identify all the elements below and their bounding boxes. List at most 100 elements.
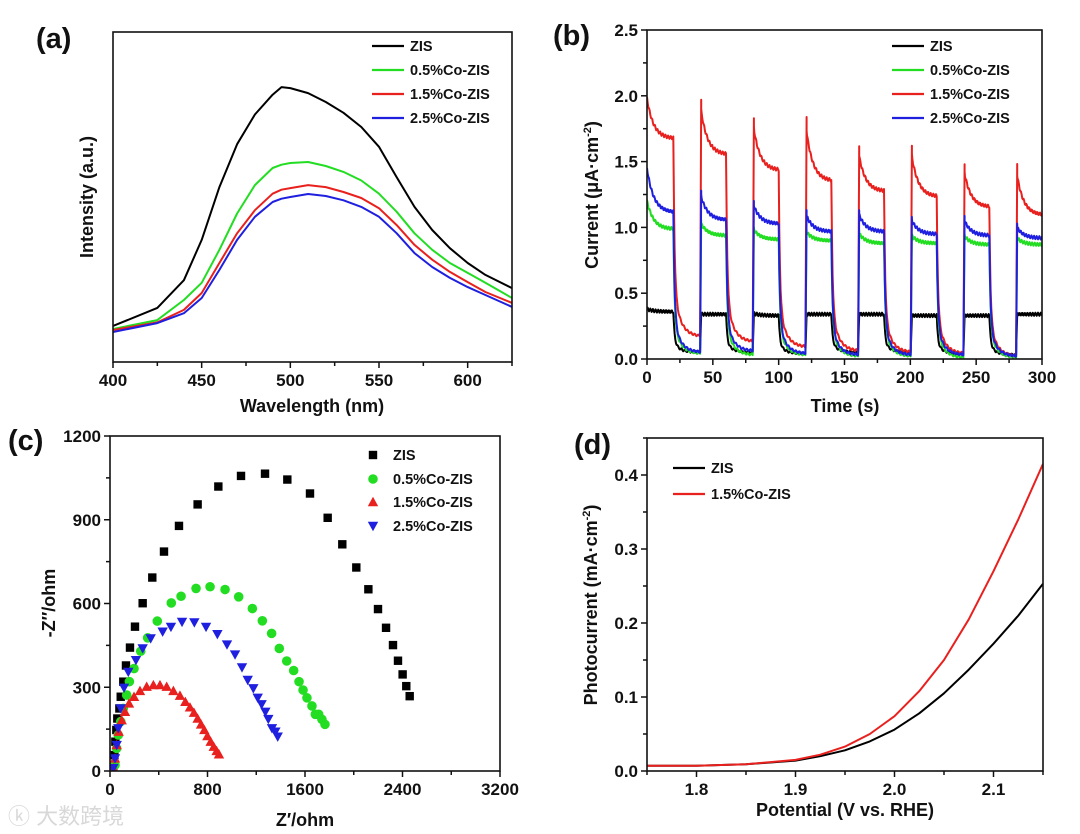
x-tick-label: 2.1 xyxy=(982,780,1006,799)
x-tick-label: 450 xyxy=(187,371,215,390)
series-line-05Co-ZIS xyxy=(113,161,512,330)
x-tick-label: 0 xyxy=(105,780,114,799)
x-tick-label: 250 xyxy=(962,368,990,387)
data-point-circle xyxy=(288,665,299,676)
x-axis-title: Potential (V vs. RHE) xyxy=(756,800,934,820)
series-line-15Co-ZIS xyxy=(647,463,1043,767)
y-tick-label: 0.3 xyxy=(614,540,638,559)
series-line-25Co-ZIS xyxy=(113,193,512,333)
data-point-triangle-down xyxy=(118,683,130,694)
data-point-triangle-up xyxy=(192,713,203,723)
legend-marker-circle xyxy=(368,474,378,484)
data-point-circle xyxy=(152,616,163,626)
data-point-square xyxy=(214,482,223,491)
data-point-circle xyxy=(307,701,317,711)
x-tick-label: 100 xyxy=(764,368,792,387)
data-point-square xyxy=(393,656,403,665)
data-point-triangle-down xyxy=(189,618,200,628)
data-point-circle xyxy=(266,628,277,639)
data-point-triangle-up xyxy=(116,714,127,725)
y-axis-title-end: ) xyxy=(582,121,602,127)
x-tick-label: 2400 xyxy=(384,780,422,799)
data-point-square xyxy=(119,677,128,686)
data-point-square xyxy=(352,563,361,572)
data-point-square xyxy=(138,599,147,608)
panel-label: (a) xyxy=(36,23,71,55)
data-point-circle xyxy=(320,719,330,730)
panel-d: (d) 1.8 1.9 2.0 2.1 0.0 0.1 0.2 0.3 0.4 Potential … xyxy=(574,429,1044,820)
data-point-square xyxy=(388,640,398,650)
series-line-05Co-ZIS xyxy=(647,199,1042,359)
data-point-triangle-up xyxy=(213,749,225,759)
data-point-triangle-down xyxy=(236,663,248,673)
legend-label: 1.5%Co-ZIS xyxy=(711,487,791,503)
data-point-triangle-down xyxy=(242,675,253,686)
y-tick-label: 1.5 xyxy=(614,153,638,172)
data-point-circle xyxy=(166,598,177,608)
y-tick-label: 0 xyxy=(92,762,101,781)
y-tick-label: 300 xyxy=(73,678,101,697)
panel-label: (b) xyxy=(553,20,590,52)
y-axis-title-end: ) xyxy=(581,505,601,511)
data-point-triangle-up xyxy=(168,685,179,696)
panel-label: (c) xyxy=(8,425,43,457)
x-tick-label: 550 xyxy=(365,371,393,390)
series-line-25Co-ZIS xyxy=(647,167,1042,358)
x-tick-label: 0 xyxy=(642,368,651,387)
y-tick-label: 0.2 xyxy=(614,614,638,633)
data-point-circle xyxy=(220,584,230,595)
y-axis-title-main: Photocurrent (mA·cm xyxy=(581,520,601,705)
series-line-15Co-ZIS xyxy=(647,96,1042,358)
data-point-triangle-up xyxy=(188,707,200,717)
x-tick-label: 50 xyxy=(703,368,722,387)
data-point-triangle-down xyxy=(221,640,233,650)
data-point-circle xyxy=(191,583,201,594)
data-point-triangle-down xyxy=(110,764,119,771)
legend-label: 1.5%Co-ZIS xyxy=(410,87,490,103)
series-line-ZIS xyxy=(647,583,1043,767)
data-point-triangle-up xyxy=(148,679,159,690)
legend-marker-triangle-down xyxy=(367,521,379,532)
data-point-triangle-down xyxy=(137,644,148,654)
x-tick-label: 400 xyxy=(99,371,127,390)
data-point-square xyxy=(260,469,270,478)
data-point-triangle-down xyxy=(248,684,259,694)
legend-label: 0.5%Co-ZIS xyxy=(393,472,473,488)
data-point-triangle-up xyxy=(154,679,166,690)
data-point-circle xyxy=(233,592,244,602)
data-point-triangle-down xyxy=(157,627,168,637)
data-point-triangle-down xyxy=(270,727,281,737)
x-axis-title: Z′/ohm xyxy=(276,810,334,830)
data-point-square xyxy=(159,547,169,556)
plot-frame xyxy=(646,29,1043,360)
y-tick-label: 2.0 xyxy=(614,87,638,106)
plot-area xyxy=(647,463,1043,767)
data-point-circle xyxy=(176,591,186,602)
data-point-triangle-up xyxy=(119,706,131,717)
data-point-square xyxy=(283,475,292,484)
x-tick-label: 150 xyxy=(830,368,858,387)
data-point-square xyxy=(116,692,125,701)
legend-label: ZIS xyxy=(410,39,433,55)
x-tick-label: 1.8 xyxy=(685,780,709,799)
data-point-triangle-down xyxy=(263,714,274,725)
y-tick-label: 0.5 xyxy=(614,284,638,303)
x-tick-label: 1600 xyxy=(286,780,324,799)
y-axis-title: Photocurrent (mA·cm-2) xyxy=(581,505,601,706)
data-point-triangle-down xyxy=(111,740,122,751)
y-tick-label: 1200 xyxy=(63,427,101,446)
y-axis-title-sup: -2 xyxy=(582,127,594,137)
data-point-triangle-down xyxy=(145,634,156,644)
data-point-triangle-down xyxy=(123,667,134,678)
data-point-square xyxy=(373,604,383,614)
data-point-circle xyxy=(274,643,285,654)
y-axis-title: -Z′′/ohm xyxy=(39,569,59,638)
data-point-triangle-up xyxy=(180,696,191,706)
data-point-triangle-up xyxy=(128,691,140,701)
legend-label: ZIS xyxy=(930,39,953,55)
data-point-square xyxy=(148,573,157,582)
data-point-circle xyxy=(121,690,132,700)
data-point-triangle-down xyxy=(113,724,124,734)
legend-label: ZIS xyxy=(711,461,734,477)
